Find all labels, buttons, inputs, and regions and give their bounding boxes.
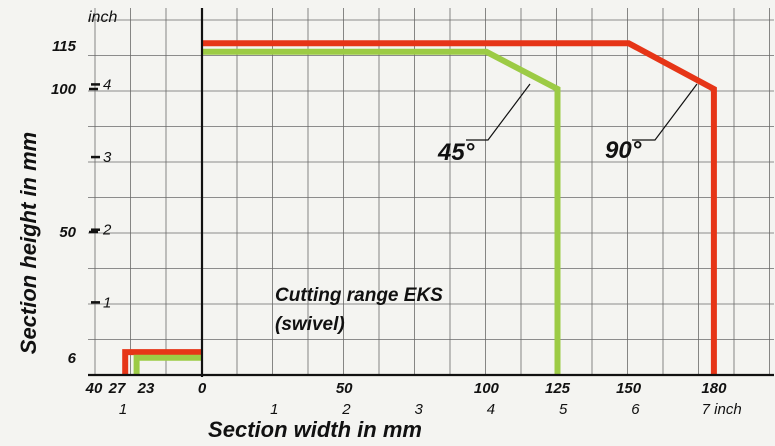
y-tick-mm: 100: [51, 81, 77, 98]
x-tick-mm: 40: [85, 380, 103, 397]
series-line-0: [202, 40, 717, 375]
x-tick-inch: 7 inch: [702, 401, 742, 418]
annotation-line-2: (swivel): [275, 314, 345, 335]
y-tick-inch: 2: [102, 222, 112, 239]
y-axis-inch-unit: inch: [88, 9, 117, 26]
x-tick-mm: 50: [336, 380, 353, 397]
series-labels: 90° 45°: [437, 83, 698, 166]
y-tick-mm: 6: [68, 350, 77, 367]
series-left-segment-0: [122, 349, 202, 375]
x-tick-mm: 150: [616, 380, 642, 397]
x-tick-inch: 5: [559, 401, 568, 418]
series-label-leader-0: [632, 83, 698, 141]
x-axis-title: Section width in mm: [208, 417, 422, 442]
series-label-0: 90°: [605, 137, 642, 164]
annotation-line-1: Cutting range EKS: [275, 285, 443, 306]
y-axis-title: Section height in mm: [16, 132, 41, 354]
series-line-1: [202, 48, 561, 375]
series-left-segment-1: [133, 354, 202, 375]
x-tick-mm: 125: [545, 380, 571, 397]
series-layer: [122, 40, 717, 375]
y-tick-inch: 4: [103, 76, 111, 93]
x-tick-mm: 27: [108, 380, 126, 397]
series-label-leader-1: [466, 83, 531, 141]
x-tick-inch: 1: [270, 401, 278, 418]
series-label-1: 45°: [437, 139, 475, 166]
y-tick-mm: 50: [59, 224, 76, 241]
x-tick-inch: 6: [631, 401, 640, 418]
x-tick-mm: 0: [198, 380, 207, 397]
x-tick-inch: 2: [341, 401, 351, 418]
y-tick-mm: 115: [52, 38, 77, 55]
axes: [88, 8, 774, 377]
x-tick-inch: 3: [415, 401, 424, 418]
x-tick-inch: 4: [487, 401, 495, 418]
y-tick-inch: 3: [103, 149, 112, 166]
x-tick-inch: 1: [119, 401, 127, 418]
x-tick-mm: 100: [474, 380, 500, 397]
x-tick-mm: 23: [137, 380, 155, 397]
x-tick-mm: 180: [701, 380, 727, 397]
y-tick-inch: 1: [103, 294, 111, 311]
